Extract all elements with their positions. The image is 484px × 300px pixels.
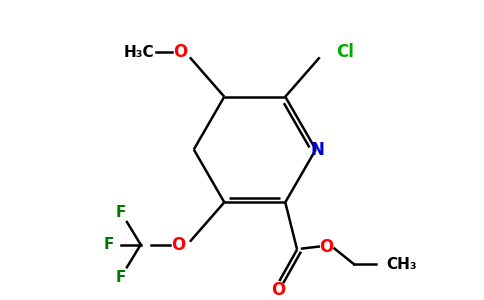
Text: Cl: Cl xyxy=(336,44,354,62)
Text: O: O xyxy=(319,238,333,256)
Text: O: O xyxy=(173,44,187,62)
Text: N: N xyxy=(311,140,325,158)
Text: CH₃: CH₃ xyxy=(386,257,417,272)
Text: F: F xyxy=(116,205,126,220)
Text: H₃C: H₃C xyxy=(123,45,154,60)
Text: F: F xyxy=(104,237,114,252)
Text: O: O xyxy=(171,236,185,253)
Text: O: O xyxy=(271,281,286,299)
Text: F: F xyxy=(116,270,126,285)
